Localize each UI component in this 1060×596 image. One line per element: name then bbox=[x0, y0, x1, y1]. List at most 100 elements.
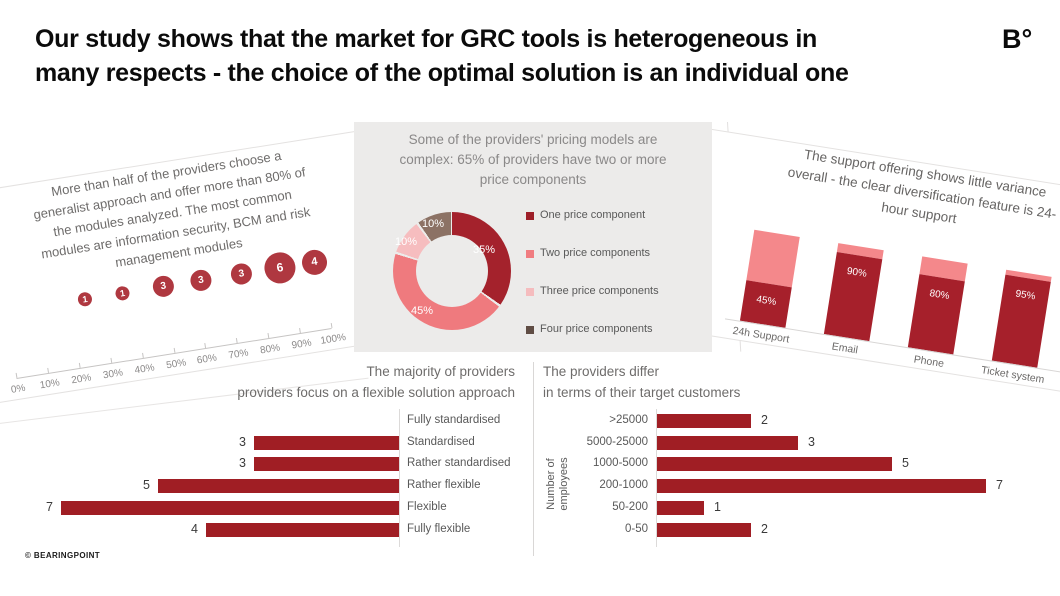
axis-tick bbox=[267, 332, 270, 339]
bar bbox=[657, 414, 751, 428]
category-label: 50-200 bbox=[612, 501, 648, 513]
donut-label: 10% bbox=[395, 236, 418, 248]
bar-value-label: 5 bbox=[902, 456, 909, 470]
pricing-panel: Some of the providers' pricing models ar… bbox=[354, 122, 712, 352]
bar-value-label: 7 bbox=[996, 478, 1003, 492]
bubble: 1 bbox=[114, 285, 131, 302]
bar-value-label: 3 bbox=[239, 435, 246, 449]
bar-value-label: 3 bbox=[808, 435, 815, 449]
bar bbox=[657, 523, 751, 537]
axis-tick bbox=[299, 327, 301, 334]
bar-segment-not-offered bbox=[746, 229, 800, 288]
bar bbox=[657, 479, 986, 493]
legend-swatch bbox=[526, 250, 534, 258]
legend-label: Two price components bbox=[540, 247, 651, 259]
bar bbox=[657, 457, 892, 471]
axis-tick-label: 10% bbox=[39, 377, 61, 392]
copyright-footer: © BEARINGPOINT bbox=[25, 551, 101, 560]
bar-segment-offered: 95% bbox=[991, 274, 1051, 368]
category-label: >25000 bbox=[609, 414, 648, 426]
bar-value-label: 7 bbox=[46, 500, 53, 514]
axis-tick bbox=[235, 337, 238, 344]
support-bar: 80% bbox=[907, 256, 968, 355]
bar-segment-offered: 80% bbox=[907, 274, 965, 355]
bar bbox=[657, 436, 798, 450]
legend-swatch bbox=[526, 288, 534, 296]
category-label: Fully flexible bbox=[407, 523, 471, 535]
bar bbox=[158, 479, 399, 493]
bar-value-label: 2 bbox=[761, 522, 768, 536]
title-line: many respects - the choice of the optima… bbox=[35, 59, 849, 87]
legend-swatch bbox=[526, 326, 534, 334]
bar-segment-offered: 90% bbox=[823, 251, 883, 342]
chart-row: 0-50 2 bbox=[530, 520, 1060, 542]
chart-row: 4 Fully flexible bbox=[0, 520, 530, 542]
category-axis-line bbox=[399, 409, 400, 547]
support-bar: 90% bbox=[823, 243, 884, 342]
category-axis-line bbox=[656, 409, 657, 547]
bar-value-label: 2 bbox=[761, 413, 768, 427]
legend-label: Four price components bbox=[540, 323, 653, 335]
legend-swatch bbox=[526, 212, 534, 220]
chart-row: 5 Rather flexible bbox=[0, 476, 530, 498]
page-title: Our study shows that the market for GRC … bbox=[35, 22, 985, 90]
bar bbox=[254, 436, 399, 450]
support-bar: 95% bbox=[991, 269, 1052, 368]
legend-item: Three price components bbox=[526, 285, 706, 301]
donut-label: 10% bbox=[422, 218, 445, 230]
axis-tick bbox=[15, 372, 18, 378]
chart-row: 50-200 1 bbox=[530, 498, 1060, 520]
chart-row: >25000 2 bbox=[530, 411, 1060, 433]
bar bbox=[657, 501, 704, 515]
donut-label: 45% bbox=[411, 305, 434, 317]
flexibility-chart-title: The majority of providers providers focu… bbox=[237, 364, 515, 400]
bar-value-label: 1 bbox=[714, 500, 721, 514]
category-label: Flexible bbox=[407, 501, 447, 513]
bubble: 3 bbox=[229, 261, 254, 286]
legend-item: Four price components bbox=[526, 323, 706, 339]
chart-row: 3 Rather standardised bbox=[0, 454, 530, 476]
title-line: Our study shows that the market for GRC … bbox=[35, 25, 818, 53]
axis-tick bbox=[142, 352, 144, 358]
axis-tick-label: 90% bbox=[290, 337, 313, 352]
customers-chart-title: The providers differ in terms of their t… bbox=[543, 364, 741, 400]
legend-item: Two price components bbox=[526, 247, 706, 263]
axis-tick-label: 80% bbox=[259, 342, 281, 357]
bar bbox=[61, 501, 399, 515]
chart-row: Fully standardised bbox=[0, 411, 530, 433]
chart-row: 7 Flexible bbox=[0, 498, 530, 520]
category-label: 5000-25000 bbox=[586, 436, 648, 448]
category-label: Ticket system bbox=[980, 364, 1046, 386]
chart-row: 1000-5000 5 bbox=[530, 454, 1060, 476]
customers-chart: Number of employees >25000 2 5000-25000 … bbox=[530, 409, 1060, 549]
axis-tick bbox=[78, 362, 81, 368]
section-divider bbox=[533, 362, 534, 556]
category-label: Email bbox=[830, 340, 859, 357]
category-label: 200-1000 bbox=[599, 479, 648, 491]
category-label: 0-50 bbox=[624, 523, 648, 535]
donut-label: 35% bbox=[473, 244, 496, 256]
axis-tick bbox=[47, 367, 50, 373]
axis-tick bbox=[330, 322, 333, 329]
pricing-panel-title: Some of the providers' pricing models ar… bbox=[399, 132, 667, 187]
support-bar: 45% bbox=[739, 229, 800, 328]
support-panel-title: The support offering shows little varian… bbox=[786, 146, 1058, 227]
category-label: Rather flexible bbox=[407, 479, 481, 491]
legend-label: Three price components bbox=[540, 285, 659, 297]
axis-tick bbox=[204, 342, 207, 349]
bar bbox=[206, 523, 399, 537]
flexibility-chart: Fully standardised 3 Standardised 3 Rath… bbox=[0, 409, 530, 549]
axis-tick-label: 0% bbox=[10, 382, 27, 396]
legend-item: One price component bbox=[526, 209, 706, 225]
axis-tick bbox=[173, 347, 176, 353]
bar bbox=[254, 457, 399, 471]
bar-segment-offered: 45% bbox=[739, 280, 792, 328]
pricing-donut-chart: 35% 45% 10% 10% bbox=[393, 212, 511, 330]
category-label: Standardised bbox=[407, 436, 475, 448]
bubble: 1 bbox=[76, 291, 93, 308]
bar-value-label: 4 bbox=[191, 522, 198, 536]
donut-hole bbox=[416, 235, 488, 307]
category-label: 24h Support bbox=[731, 324, 791, 346]
bubble: 6 bbox=[262, 250, 298, 286]
